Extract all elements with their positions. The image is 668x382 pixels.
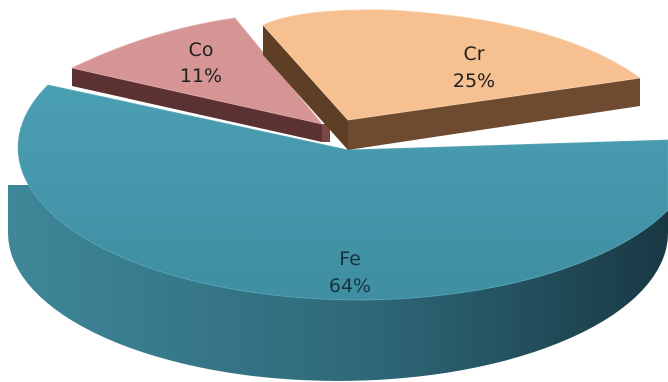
slice-label-fe: Fe <box>339 248 361 270</box>
pie-slice-cr <box>262 9 642 121</box>
slice-label-co: Co <box>189 39 214 61</box>
slice-label-cr: Cr <box>463 43 484 65</box>
pie-slice-co <box>70 17 324 125</box>
slice-percent-cr: 25% <box>453 70 495 92</box>
slice-percent-fe: 64% <box>329 275 371 297</box>
pie-slice-fe <box>17 84 668 301</box>
pie-slice-side-co <box>72 68 322 142</box>
slice-percent-co: 11% <box>180 65 222 87</box>
pie-slice-side-cr-front <box>348 78 640 150</box>
pie-slice-side-cr <box>263 25 348 150</box>
pie-slice-side-co-edge <box>322 124 330 142</box>
